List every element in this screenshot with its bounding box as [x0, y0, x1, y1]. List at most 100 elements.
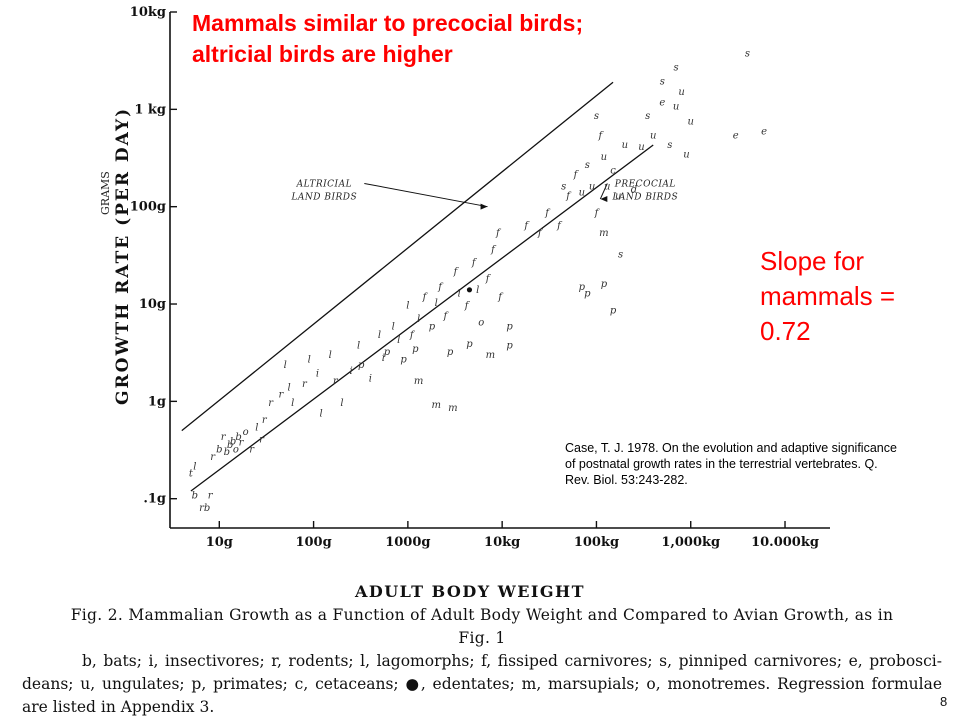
y-axis-title: GROWTH RATE (PER DAY)	[113, 107, 133, 405]
data-point: r	[333, 376, 339, 387]
data-point: m	[448, 403, 457, 414]
x-tick-label: 10g	[206, 535, 233, 550]
data-point: s	[561, 182, 566, 193]
data-point: l	[319, 408, 322, 419]
data-point: p	[447, 347, 454, 358]
data-point: u	[683, 150, 689, 161]
y-tick-label: 1g	[148, 394, 166, 409]
data-point: b	[216, 444, 222, 455]
data-point: f	[573, 169, 580, 180]
data-point: p	[579, 282, 586, 293]
data-point: i	[316, 369, 319, 380]
data-point: s	[745, 48, 750, 59]
data-point: l	[435, 298, 438, 309]
data-point: p	[358, 360, 365, 371]
data-point: p	[412, 344, 419, 355]
data-point: l	[288, 382, 291, 393]
data-point: f	[490, 244, 497, 255]
data-point: u	[579, 188, 585, 199]
data-point: u	[589, 182, 595, 193]
data-point: l	[291, 398, 294, 409]
data-point: f	[422, 292, 429, 303]
x-tick-label: 1,000kg	[661, 535, 720, 550]
data-point: r	[259, 434, 265, 445]
data-point: s	[585, 160, 590, 171]
data-point: r	[302, 379, 308, 390]
y-tick-label: 1 kg	[134, 102, 166, 117]
data-point: l	[397, 335, 400, 346]
data-point: p	[601, 279, 608, 290]
data-point: l	[417, 314, 420, 325]
data-point: f	[597, 131, 604, 142]
data-point: u	[688, 116, 694, 127]
y-axis-unit: GRAMS	[99, 171, 112, 215]
x-tick-label: 1000g	[385, 535, 430, 550]
data-point: s	[674, 63, 679, 74]
data-point: r	[268, 398, 274, 409]
data-point: f	[495, 228, 502, 239]
data-point: l	[378, 330, 381, 341]
data-point: p	[584, 288, 591, 299]
data-point: c	[610, 165, 616, 176]
data-point: f	[556, 220, 563, 231]
data-point: m	[432, 400, 441, 411]
arrow-head	[480, 203, 488, 210]
regression-lines	[181, 81, 654, 492]
data-point: u	[673, 101, 679, 112]
y-tick-label: 10kg	[130, 5, 166, 20]
data-point: e	[761, 127, 767, 138]
caption-title-line2: Fig. 1	[458, 629, 506, 647]
data-point: s	[645, 111, 650, 122]
data-point: b	[224, 447, 230, 458]
caption-body: b, bats; i, insectivores; r, rodents; l,…	[22, 652, 942, 716]
x-axis-title: ADULT BODY WEIGHT	[354, 582, 585, 600]
arrow-head	[600, 195, 608, 202]
data-point: u	[604, 182, 610, 193]
data-point: f	[594, 208, 601, 219]
chart-ticks: .1g 1g 10g 100g 1 kg 10kg 10g 100g 1000g 10kg 100k…	[130, 5, 819, 550]
data-point: l	[458, 288, 461, 299]
data-point: l	[284, 360, 287, 371]
data-point: p	[610, 305, 617, 316]
data-point	[466, 287, 473, 293]
data-point: f	[471, 257, 478, 268]
data-point: r	[210, 452, 216, 463]
data-point: f	[464, 300, 471, 311]
data-point: f	[453, 267, 460, 278]
data-point: r	[278, 389, 284, 400]
data-point: i	[382, 353, 385, 364]
data-point: f	[544, 208, 551, 219]
data-point: m	[414, 376, 423, 387]
data-point: i	[369, 373, 372, 384]
data-point: f	[485, 274, 492, 285]
annotation-label: LAND BIRDS	[290, 192, 357, 202]
data-point: s	[594, 111, 599, 122]
data-point: l	[329, 350, 332, 361]
data-point: u	[650, 131, 656, 142]
data-point: l	[255, 423, 258, 434]
data-point: m	[486, 350, 495, 361]
annotation-label: LAND BIRDS	[611, 192, 678, 202]
data-point: l	[308, 355, 311, 366]
slide-number: 8	[940, 694, 948, 709]
x-tick-label: 100kg	[574, 535, 619, 550]
citation: Case, T. J. 1978. On the evolution and a…	[565, 441, 897, 487]
data-point: l	[193, 461, 196, 472]
x-tick-label: 10.000kg	[751, 535, 819, 550]
data-point: f	[497, 292, 504, 303]
data-point: r	[221, 432, 227, 443]
data-point: l	[340, 398, 343, 409]
data-point: r	[239, 438, 245, 449]
data-point: rb	[199, 503, 210, 514]
data-point: s	[667, 140, 672, 151]
y-tick-label: 100g	[130, 200, 166, 215]
data-point: b	[230, 437, 236, 448]
figure-caption: Fig. 2. Mammalian Growth as a Function o…	[22, 604, 942, 719]
data-point: f	[409, 330, 416, 341]
y-tick-label: 10g	[139, 297, 166, 312]
data-point: i	[350, 366, 353, 377]
growth-rate-chart: .1g 1g 10g 100g 1 kg 10kg 10g 100g 1000g 10kg 100k…	[99, 5, 830, 600]
data-point: r	[262, 415, 268, 426]
data-point: u	[678, 87, 684, 98]
data-point: b	[227, 440, 233, 451]
